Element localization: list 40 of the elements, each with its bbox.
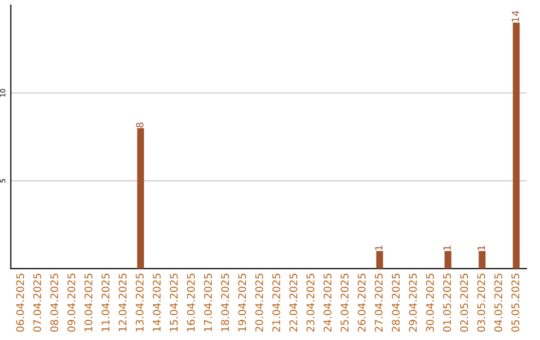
x-tick-label: 08.04.2025 — [50, 274, 58, 332]
bar — [376, 251, 384, 269]
data-label: 1 — [375, 246, 382, 250]
x-tick-label: 26.04.2025 — [358, 274, 366, 332]
x-tick-label: 17.04.2025 — [204, 274, 212, 332]
x-tick-label: 07.04.2025 — [33, 274, 42, 332]
bar — [137, 128, 144, 269]
x-tick-label: 18.04.2025 — [221, 274, 229, 332]
x-tick-label: 29.04.2025 — [408, 274, 417, 332]
data-label: 1 — [478, 246, 485, 250]
x-tick-label: 19.04.2025 — [238, 274, 246, 332]
data-label: 14 — [512, 10, 519, 22]
x-tick-label: 23.04.2025 — [306, 274, 314, 332]
bar — [512, 22, 520, 269]
x-tick-label: 03.05.2025 — [477, 274, 486, 332]
x-tick-label: 01.05.2025 — [443, 274, 451, 332]
x-tick-label: 15.04.2025 — [170, 274, 178, 332]
x-tick-label: 12.04.2025 — [118, 274, 127, 332]
x-tick-label: 13.04.2025 — [136, 274, 144, 332]
x-tick-label: 25.04.2025 — [340, 274, 349, 332]
x-tick-label: 20.04.2025 — [255, 274, 264, 332]
x-tick-label: 09.04.2025 — [67, 274, 76, 332]
x-tick-label: 28.04.2025 — [392, 274, 400, 332]
x-tick-label: 11.04.2025 — [102, 274, 110, 332]
x-tick-label: 24.04.2025 — [324, 274, 332, 332]
x-tick-label: 05.05.2025 — [511, 274, 520, 332]
x-tick-label: 16.04.2025 — [186, 274, 195, 332]
x-tick-label: 30.04.2025 — [426, 274, 434, 332]
x-tick-label: 04.05.2025 — [494, 274, 502, 332]
x-tick-label: 21.04.2025 — [272, 274, 280, 332]
x-tick-label: 27.04.2025 — [374, 274, 383, 332]
data-label: 1 — [444, 246, 451, 250]
data-label: 8 — [136, 122, 144, 128]
x-tick-label: 10.04.2025 — [84, 274, 92, 332]
bar — [444, 251, 452, 269]
bar — [478, 251, 486, 269]
x-tick-label: 06.04.2025 — [16, 274, 24, 332]
x-tick-label: 14.04.2025 — [152, 274, 161, 332]
x-tick-label: 02.05.2025 — [460, 274, 468, 332]
x-tick-label: 22.04.2025 — [289, 274, 298, 332]
